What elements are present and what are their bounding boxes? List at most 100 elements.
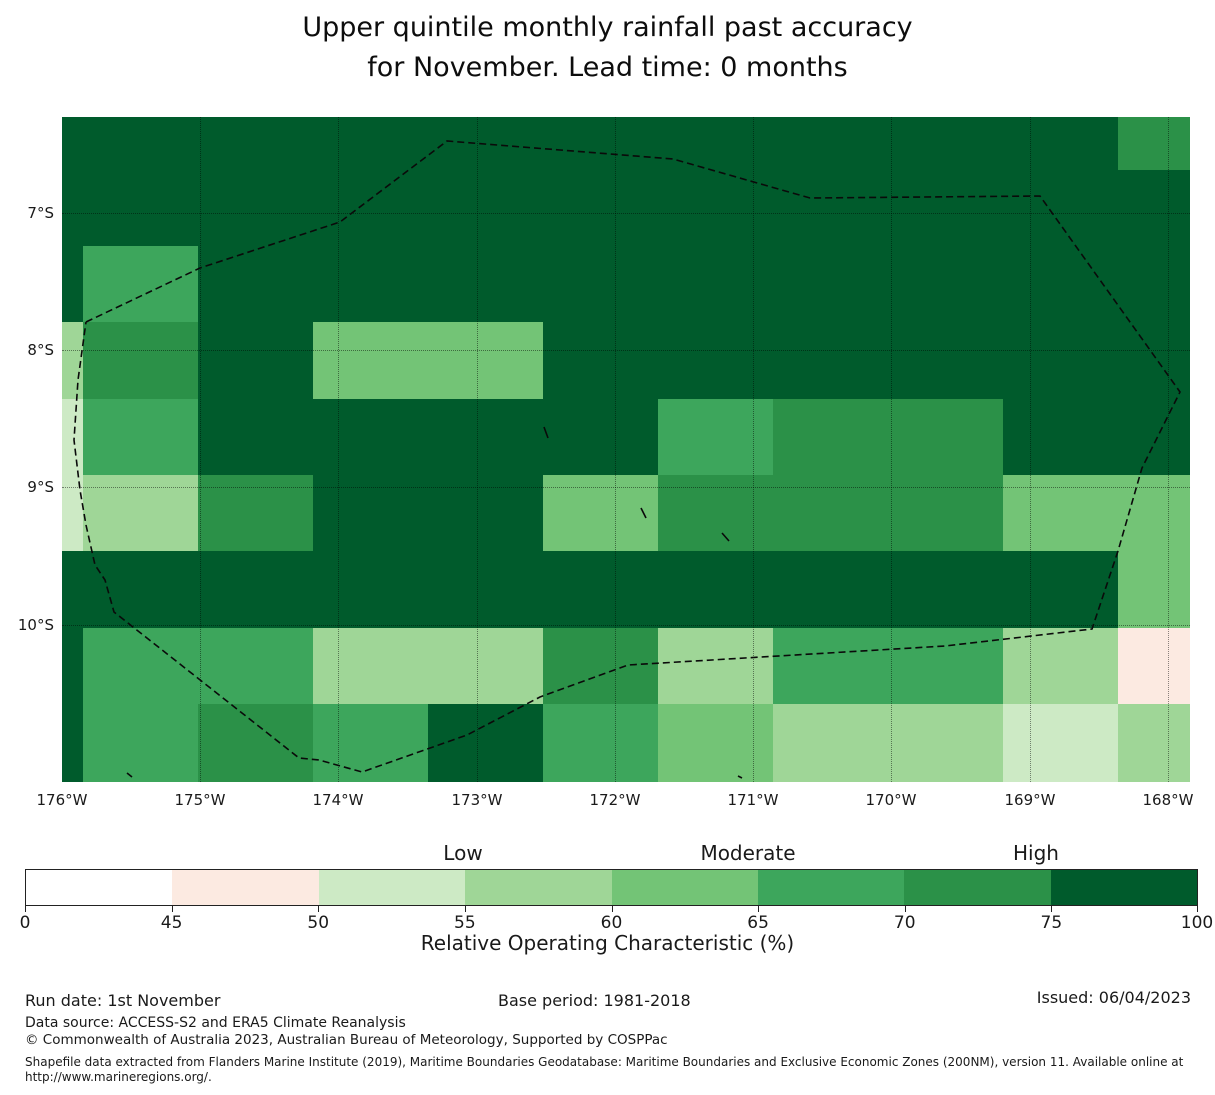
- colorbar: [25, 869, 1198, 906]
- longitude-gridline: [1030, 117, 1031, 782]
- map-cell: [1003, 170, 1118, 246]
- longitude-gridline: [1168, 117, 1169, 782]
- colorbar-tick-mark: [904, 906, 906, 912]
- map-cell: [62, 170, 83, 246]
- map-cell: [1003, 704, 1118, 782]
- map-cell: [773, 322, 888, 399]
- map-cell: [658, 170, 773, 246]
- colorbar-tick-mark: [318, 906, 320, 912]
- longitude-gridline: [753, 117, 754, 782]
- colorbar-category-label: Moderate: [700, 841, 796, 865]
- map-cell: [773, 628, 888, 704]
- chart-title-line2: for November. Lead time: 0 months: [367, 52, 848, 83]
- colorbar-segment: [26, 870, 173, 905]
- x-axis-tick-label: 174°W: [312, 791, 364, 809]
- colorbar-tick-mark: [171, 906, 173, 912]
- map-cell: [543, 704, 658, 782]
- map-cell: [1003, 246, 1118, 322]
- latitude-gridline: [62, 487, 1190, 488]
- map-cell: [1003, 322, 1118, 399]
- map-cell: [888, 551, 1003, 628]
- map-cell: [1003, 117, 1118, 170]
- map-cell: [1003, 399, 1118, 475]
- colorbar-segment: [172, 870, 319, 905]
- map-cell: [62, 399, 83, 475]
- map-cell: [313, 117, 428, 170]
- map-cell: [1118, 170, 1190, 246]
- map-panel: [62, 117, 1190, 782]
- map-cell: [83, 322, 198, 399]
- map-cell: [773, 170, 888, 246]
- colorbar-segment: [465, 870, 612, 905]
- chart-title-line1: Upper quintile monthly rainfall past acc…: [302, 12, 913, 43]
- map-cell: [1118, 117, 1190, 170]
- footer-run-date: Run date: 1st November: [25, 991, 221, 1010]
- map-cell: [658, 628, 773, 704]
- map-cell: [658, 551, 773, 628]
- map-cell: [888, 170, 1003, 246]
- map-cell: [313, 704, 428, 782]
- map-cell: [888, 246, 1003, 322]
- map-cell: [1118, 551, 1190, 628]
- colorbar-tick-mark: [1197, 906, 1198, 912]
- x-axis-tick-label: 171°W: [727, 791, 779, 809]
- map-cell: [198, 628, 313, 704]
- colorbar-category-label: High: [1013, 841, 1059, 865]
- map-cell: [888, 322, 1003, 399]
- footer-shapefile-note: Shapefile data extracted from Flanders M…: [25, 1055, 1184, 1069]
- map-cell: [313, 399, 428, 475]
- map-cell: [428, 628, 543, 704]
- longitude-gridline: [477, 117, 478, 782]
- footer-data-source: Data source: ACCESS-S2 and ERA5 Climate …: [25, 1015, 406, 1031]
- colorbar-segment: [1050, 870, 1197, 905]
- y-axis-tick-label: 8°S: [27, 341, 54, 359]
- colorbar-segment: [904, 870, 1051, 905]
- map-cell: [773, 246, 888, 322]
- map-cell: [888, 399, 1003, 475]
- colorbar-segment: [757, 870, 905, 905]
- map-cell: [198, 170, 313, 246]
- map-cell: [83, 170, 198, 246]
- map-cell: [428, 246, 543, 322]
- colorbar-segment: [318, 870, 466, 905]
- x-axis-tick-label: 176°W: [36, 791, 88, 809]
- map-cell: [428, 170, 543, 246]
- colorbar-tick-label: 75: [1040, 913, 1063, 933]
- map-cell: [773, 704, 888, 782]
- map-cell: [543, 246, 658, 322]
- colorbar-tick-mark: [1051, 906, 1053, 912]
- colorbar-segment: [611, 870, 758, 905]
- x-axis-tick-label: 172°W: [589, 791, 641, 809]
- map-cell: [658, 117, 773, 170]
- map-cell: [62, 628, 83, 704]
- map-cell: [1118, 246, 1190, 322]
- map-cell: [428, 704, 543, 782]
- colorbar-tick-label: 60: [600, 913, 623, 933]
- colorbar-tick-label: 50: [307, 913, 330, 933]
- map-cell: [773, 551, 888, 628]
- x-axis-tick-label: 168°W: [1142, 791, 1194, 809]
- map-cell: [658, 704, 773, 782]
- map-cell: [543, 551, 658, 628]
- map-cell: [888, 628, 1003, 704]
- colorbar-tick-mark: [25, 906, 26, 912]
- map-cell: [313, 551, 428, 628]
- longitude-gridline: [615, 117, 616, 782]
- footer-base-period: Base period: 1981-2018: [498, 991, 691, 1010]
- map-cell: [198, 551, 313, 628]
- map-cell: [62, 322, 83, 399]
- map-cell: [773, 117, 888, 170]
- map-cell: [658, 399, 773, 475]
- colorbar-tick-label: 0: [19, 913, 31, 933]
- map-cell: [428, 551, 543, 628]
- map-cell: [198, 704, 313, 782]
- map-cell: [313, 628, 428, 704]
- map-cell: [1118, 628, 1190, 704]
- map-cell: [83, 117, 198, 170]
- latitude-gridline: [62, 350, 1190, 351]
- map-cell: [83, 628, 198, 704]
- map-cell: [62, 704, 83, 782]
- map-cell: [62, 246, 83, 322]
- x-axis-tick-label: 170°W: [865, 791, 917, 809]
- x-axis-tick-label: 175°W: [174, 791, 226, 809]
